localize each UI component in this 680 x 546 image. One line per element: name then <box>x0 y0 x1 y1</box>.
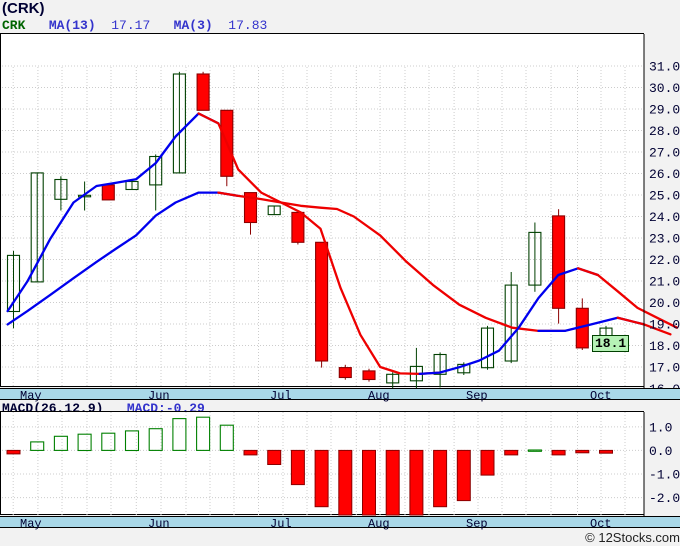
svg-text:29.0: 29.0 <box>649 103 680 118</box>
svg-text:26.0: 26.0 <box>649 167 680 182</box>
svg-text:19.0: 19.0 <box>649 318 680 333</box>
svg-text:28.0: 28.0 <box>649 124 680 139</box>
svg-text:30.0: 30.0 <box>649 81 680 96</box>
svg-text:0.0: 0.0 <box>649 444 672 459</box>
svg-text:31.0: 31.0 <box>649 60 680 75</box>
svg-text:-2.0: -2.0 <box>649 491 680 506</box>
svg-text:17.0: 17.0 <box>649 361 680 376</box>
svg-text:23.0: 23.0 <box>649 232 680 247</box>
svg-text:1.0: 1.0 <box>649 420 672 435</box>
svg-text:21.0: 21.0 <box>649 275 680 290</box>
svg-text:18.0: 18.0 <box>649 339 680 354</box>
svg-text:27.0: 27.0 <box>649 146 680 161</box>
svg-text:22.0: 22.0 <box>649 253 680 268</box>
svg-text:24.0: 24.0 <box>649 210 680 225</box>
svg-text:20.0: 20.0 <box>649 296 680 311</box>
svg-text:-1.0: -1.0 <box>649 468 680 483</box>
svg-text:25.0: 25.0 <box>649 189 680 204</box>
